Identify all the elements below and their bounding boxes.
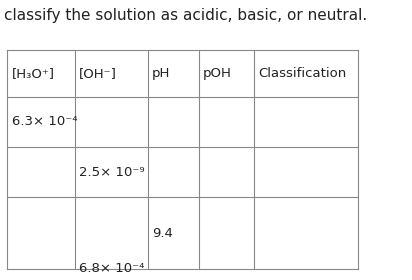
Text: pOH: pOH (203, 67, 232, 80)
Text: 6.8× 10⁻⁴: 6.8× 10⁻⁴ (79, 262, 145, 275)
Text: [OH⁻]: [OH⁻] (79, 67, 117, 80)
Text: 9.4: 9.4 (152, 227, 173, 240)
Text: classify the solution as acidic, basic, or neutral.: classify the solution as acidic, basic, … (4, 8, 367, 24)
Text: Classification: Classification (258, 67, 346, 80)
Text: 6.3× 10⁻⁴: 6.3× 10⁻⁴ (12, 115, 77, 128)
Text: [H₃O⁺]: [H₃O⁺] (12, 67, 55, 80)
Text: pH: pH (152, 67, 171, 80)
Text: 2.5× 10⁻⁹: 2.5× 10⁻⁹ (79, 166, 145, 179)
